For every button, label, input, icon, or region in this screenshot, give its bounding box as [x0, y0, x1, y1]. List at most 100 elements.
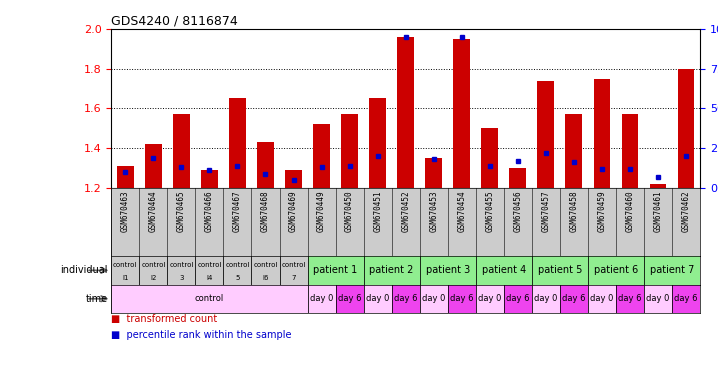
Text: GSM670469: GSM670469 [289, 190, 298, 232]
Text: l2: l2 [150, 275, 157, 281]
Text: day 6: day 6 [562, 294, 586, 303]
Text: patient 4: patient 4 [482, 265, 526, 275]
Bar [650, 184, 666, 188]
Bar [307, 285, 335, 313]
Text: day 6: day 6 [450, 294, 473, 303]
Bar [622, 114, 638, 188]
Text: 3: 3 [179, 275, 184, 281]
Text: control: control [113, 262, 137, 268]
Text: l6: l6 [262, 275, 269, 281]
Text: day 0: day 0 [310, 294, 333, 303]
Bar [279, 256, 307, 285]
Bar [672, 285, 700, 313]
Text: time: time [85, 294, 108, 304]
Bar [420, 285, 448, 313]
Text: GSM670452: GSM670452 [401, 190, 410, 232]
Bar [139, 256, 167, 285]
Text: patient 7: patient 7 [650, 265, 694, 275]
Bar [285, 170, 302, 188]
Text: day 0: day 0 [646, 294, 670, 303]
Bar [195, 256, 223, 285]
Text: control: control [197, 262, 222, 268]
Text: GSM670465: GSM670465 [177, 190, 186, 232]
Text: 7: 7 [292, 275, 296, 281]
Bar [588, 285, 616, 313]
Bar [448, 285, 476, 313]
Text: GSM670451: GSM670451 [373, 190, 382, 232]
Bar [560, 285, 588, 313]
Text: control: control [195, 294, 224, 303]
Bar [145, 144, 162, 188]
Bar [111, 285, 307, 313]
Text: GSM670466: GSM670466 [205, 190, 214, 232]
Text: GSM670464: GSM670464 [149, 190, 158, 232]
Text: day 0: day 0 [366, 294, 389, 303]
Text: day 0: day 0 [590, 294, 614, 303]
Text: day 6: day 6 [506, 294, 530, 303]
Text: GSM670449: GSM670449 [317, 190, 326, 232]
Bar [532, 285, 560, 313]
Bar [257, 142, 274, 188]
Text: control: control [169, 262, 194, 268]
Text: day 0: day 0 [534, 294, 558, 303]
Text: 5: 5 [236, 275, 240, 281]
Text: GSM670458: GSM670458 [569, 190, 579, 232]
Text: day 6: day 6 [338, 294, 361, 303]
Bar [476, 256, 532, 285]
Text: GSM670467: GSM670467 [233, 190, 242, 232]
Bar [251, 256, 279, 285]
Bar [425, 158, 442, 188]
Bar [616, 285, 644, 313]
Bar [644, 285, 672, 313]
Text: ■  transformed count: ■ transformed count [111, 314, 218, 324]
Bar [117, 166, 134, 188]
Bar [504, 285, 532, 313]
Text: GSM670453: GSM670453 [429, 190, 438, 232]
Text: GSM670459: GSM670459 [597, 190, 607, 232]
Text: patient 1: patient 1 [314, 265, 358, 275]
Text: GSM670463: GSM670463 [121, 190, 130, 232]
Text: day 0: day 0 [478, 294, 501, 303]
Text: day 0: day 0 [422, 294, 445, 303]
Bar [397, 37, 414, 188]
Bar [229, 98, 246, 188]
Bar [223, 256, 251, 285]
Text: patient 5: patient 5 [538, 265, 582, 275]
Bar [481, 128, 498, 188]
Bar [313, 124, 330, 188]
Text: GSM670460: GSM670460 [625, 190, 635, 232]
Text: l1: l1 [122, 275, 129, 281]
Text: GSM670450: GSM670450 [345, 190, 354, 232]
Text: individual: individual [60, 265, 108, 275]
Bar [363, 285, 391, 313]
Bar [369, 98, 386, 188]
Text: control: control [141, 262, 166, 268]
Text: l4: l4 [206, 275, 213, 281]
Text: patient 2: patient 2 [370, 265, 414, 275]
Text: control: control [225, 262, 250, 268]
Bar [532, 256, 588, 285]
Bar [538, 81, 554, 188]
Bar [594, 79, 610, 188]
Text: GSM670455: GSM670455 [485, 190, 494, 232]
Text: GDS4240 / 8116874: GDS4240 / 8116874 [111, 15, 238, 28]
Bar [566, 114, 582, 188]
Text: patient 3: patient 3 [426, 265, 470, 275]
Text: GSM670457: GSM670457 [541, 190, 551, 232]
Text: day 6: day 6 [394, 294, 417, 303]
Text: patient 6: patient 6 [594, 265, 638, 275]
Bar [307, 256, 363, 285]
Text: control: control [281, 262, 306, 268]
Bar [391, 285, 420, 313]
Bar [201, 170, 218, 188]
Text: GSM670468: GSM670468 [261, 190, 270, 232]
Bar [476, 285, 504, 313]
Bar [509, 168, 526, 188]
Text: GSM670462: GSM670462 [681, 190, 691, 232]
Text: day 6: day 6 [618, 294, 642, 303]
Bar [644, 256, 700, 285]
Bar [420, 256, 476, 285]
Bar [453, 39, 470, 188]
Bar [363, 256, 420, 285]
Bar [111, 256, 139, 285]
